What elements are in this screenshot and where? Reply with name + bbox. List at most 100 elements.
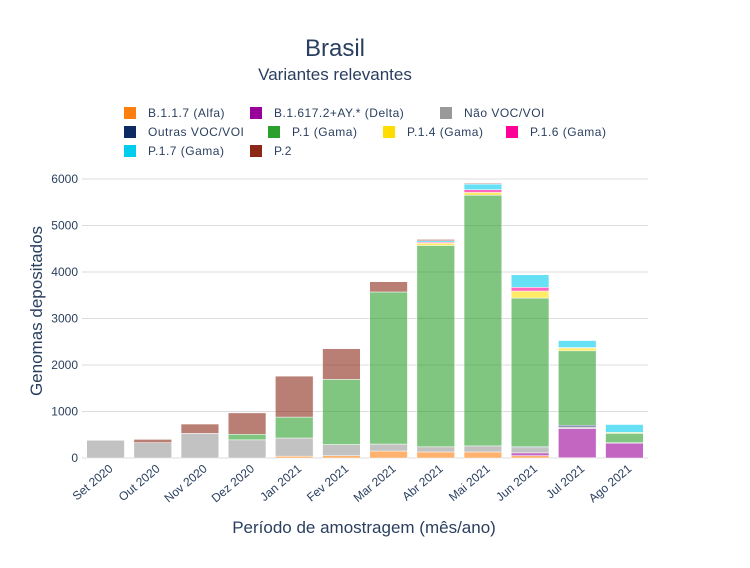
x-tick-label: Jul 2021: [543, 461, 587, 501]
bar-segment[interactable]: [227, 434, 267, 441]
bar-segment[interactable]: [510, 455, 550, 459]
bar-segment[interactable]: [369, 450, 408, 459]
legend-label: P.1.4 (Gama): [407, 125, 483, 139]
bar-segment[interactable]: [463, 445, 503, 453]
bar-segment[interactable]: [275, 375, 314, 418]
legend-item[interactable]: B.1.1.7 (Alfa): [124, 106, 225, 120]
bar-segment[interactable]: [463, 195, 503, 447]
legend-swatch: [383, 126, 395, 138]
legend-label: P.1.6 (Gama): [530, 125, 606, 139]
legend-label: Não VOC/VOI: [464, 106, 545, 120]
bar-segment[interactable]: [510, 297, 550, 448]
legend-item[interactable]: B.1.617.2+AY.* (Delta): [250, 106, 404, 120]
bar-segment[interactable]: [416, 239, 455, 242]
legend-item[interactable]: P.1.4 (Gama): [383, 125, 483, 139]
bar-segment[interactable]: [510, 290, 550, 299]
bar-segment[interactable]: [416, 446, 455, 453]
bar-segment[interactable]: [369, 281, 408, 293]
bar-segment[interactable]: [227, 439, 267, 459]
bar-segment[interactable]: [275, 455, 314, 459]
bar-segment[interactable]: [463, 451, 503, 459]
bar-segment[interactable]: [322, 444, 361, 456]
y-tick-label: 4000: [51, 265, 78, 279]
x-tick-label: Set 2020: [70, 461, 116, 503]
bar-segment[interactable]: [463, 192, 503, 196]
bar-segment[interactable]: [605, 424, 644, 433]
bar-segment[interactable]: [605, 442, 644, 459]
bar-segment[interactable]: [275, 416, 314, 439]
y-tick-label: 3000: [51, 311, 78, 325]
x-tick-label: Dez 2020: [209, 461, 258, 505]
legend-swatch: [506, 126, 518, 138]
x-tick-label: Jan 2021: [257, 461, 304, 504]
bar-segment[interactable]: [463, 189, 503, 193]
bar-segment[interactable]: [558, 428, 597, 459]
bar-segment[interactable]: [227, 412, 267, 435]
bar-segment[interactable]: [510, 274, 550, 288]
bar-segment[interactable]: [558, 347, 597, 352]
bar-segment[interactable]: [510, 452, 550, 456]
y-tick-label: 2000: [51, 358, 78, 372]
bar-segment[interactable]: [369, 443, 408, 452]
legend-swatch: [268, 126, 280, 138]
bar-segment[interactable]: [510, 447, 550, 454]
legend-swatch: [250, 145, 262, 157]
legend-label: Outras VOC/VOI: [148, 125, 244, 139]
bar-segment[interactable]: [369, 291, 408, 445]
bars[interactable]: [86, 182, 644, 459]
bar-segment[interactable]: [416, 245, 455, 448]
legend-item[interactable]: P.1.7 (Gama): [124, 144, 224, 158]
legend-swatch: [124, 126, 136, 138]
legend-label: P.1.7 (Gama): [148, 144, 224, 158]
x-tick-label: Mai 2021: [446, 461, 493, 504]
x-tick-label: Ago 2021: [586, 461, 635, 505]
bar-segment[interactable]: [133, 439, 172, 443]
legend-label: B.1.1.7 (Alfa): [148, 106, 225, 120]
legend-item[interactable]: P.1 (Gama): [268, 125, 357, 139]
bar-segment[interactable]: [416, 242, 455, 246]
bar-segment[interactable]: [510, 287, 550, 292]
bar-segment[interactable]: [322, 455, 361, 459]
legend-swatch: [250, 107, 262, 119]
y-tick-label: 1000: [51, 404, 78, 418]
x-tick-label: Out 2020: [116, 461, 163, 504]
x-tick-label: Fev 2021: [304, 461, 352, 504]
legend-swatch: [124, 107, 136, 119]
legend-label: P.2: [274, 144, 292, 158]
x-tick-label: Nov 2020: [161, 461, 210, 505]
bar-segment[interactable]: [558, 340, 597, 348]
bar-segment[interactable]: [180, 423, 220, 434]
gridlines: [82, 178, 648, 459]
y-tick-label: 5000: [51, 218, 78, 232]
bar-segment[interactable]: [86, 440, 125, 459]
legend-label: B.1.617.2+AY.* (Delta): [274, 106, 404, 120]
x-axis-title: Período de amostragem (mês/ano): [232, 518, 496, 537]
bar-segment[interactable]: [133, 442, 172, 459]
legend-item[interactable]: P.2: [250, 144, 292, 158]
legend[interactable]: B.1.1.7 (Alfa) B.1.617.2+AY.* (Delta) Não …: [124, 106, 606, 158]
y-tick-labels: 0 1000 2000 3000 4000 5000 6000: [51, 172, 78, 465]
legend-item[interactable]: P.1.6 (Gama): [506, 125, 606, 139]
bar-segment[interactable]: [322, 379, 361, 445]
y-tick-label: 0: [71, 451, 78, 465]
legend-swatch: [440, 107, 452, 119]
bar-segment[interactable]: [275, 437, 314, 457]
bar-segment[interactable]: [463, 182, 503, 185]
y-axis-title: Genomas depositados: [27, 226, 46, 396]
legend-label: P.1 (Gama): [292, 125, 357, 139]
bar-segment[interactable]: [558, 424, 597, 428]
bar-segment[interactable]: [463, 183, 503, 190]
bar-segment[interactable]: [605, 433, 644, 443]
legend-item[interactable]: Outras VOC/VOI: [124, 125, 244, 139]
x-tick-label: Abr 2021: [399, 461, 446, 503]
legend-swatch: [124, 145, 136, 157]
chart-subtitle: Variantes relevantes: [258, 65, 412, 84]
bar-segment[interactable]: [322, 348, 361, 380]
bar-segment[interactable]: [180, 433, 220, 459]
y-tick-label: 6000: [51, 172, 78, 186]
bar-segment[interactable]: [416, 451, 455, 459]
bar-segment[interactable]: [558, 350, 597, 426]
legend-item[interactable]: Não VOC/VOI: [440, 106, 545, 120]
x-tick-label: Mar 2021: [351, 461, 399, 505]
